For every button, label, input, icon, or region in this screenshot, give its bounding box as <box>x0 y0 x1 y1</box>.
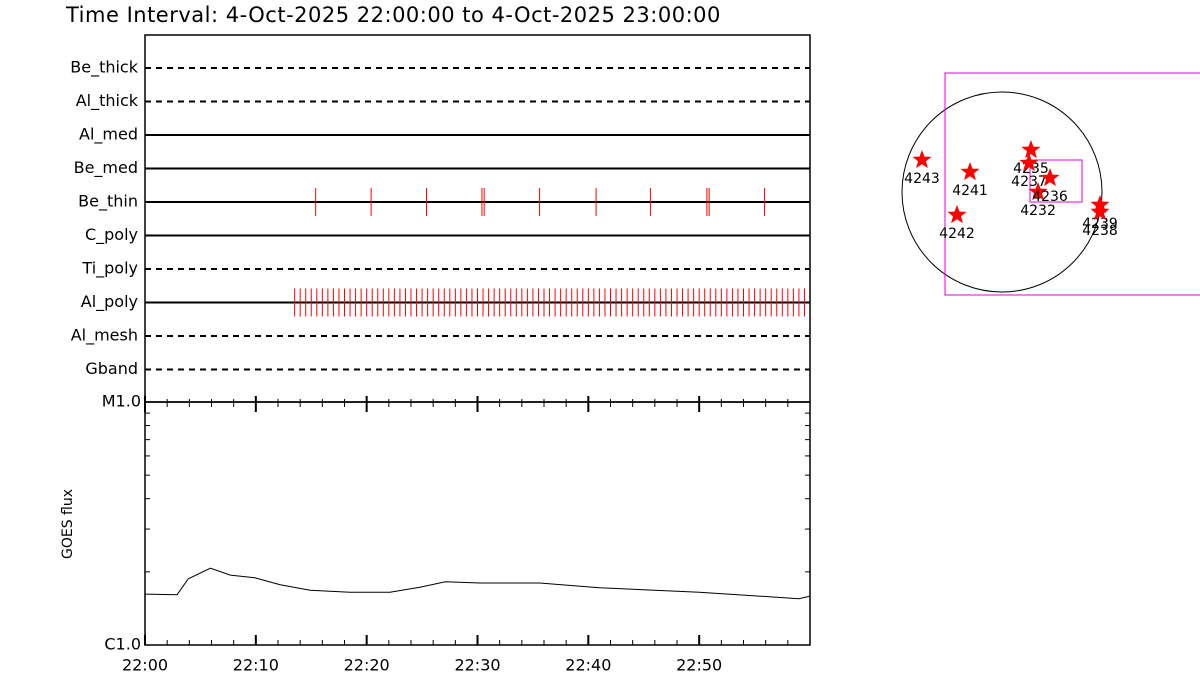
region-star <box>1019 153 1039 172</box>
region-label: 4239 <box>1082 216 1118 232</box>
row-label: Al_thick <box>76 91 139 111</box>
row-label: Ti_poly <box>81 259 138 279</box>
region-label: 4243 <box>904 171 940 187</box>
y-tick-label: C1.0 <box>104 635 141 654</box>
region-star <box>947 205 967 224</box>
y-axis-label: GOES flux <box>60 489 76 559</box>
x-tick-label: 22:00 <box>122 656 168 675</box>
region-star <box>1090 202 1110 221</box>
row-label: Al_med <box>79 125 138 145</box>
field-of-view <box>944 72 1200 296</box>
region-label: 4236 <box>1032 189 1068 205</box>
row-label: C_poly <box>85 225 138 245</box>
x-tick-label: 22:40 <box>565 656 611 675</box>
region-label: 4235 <box>1013 161 1049 177</box>
timeline-frame <box>144 34 811 403</box>
region-star <box>1021 140 1041 159</box>
region-label: 4232 <box>1020 203 1056 219</box>
x-tick-label: 22:30 <box>454 656 500 675</box>
row-label: Be_thin <box>78 192 138 212</box>
goes-flux-line <box>144 567 811 600</box>
y-tick-label: M1.0 <box>102 392 141 411</box>
row-label: Be_thick <box>70 58 138 78</box>
row-label: Gband <box>85 359 138 378</box>
row-label: Al_mesh <box>71 326 138 346</box>
region-star <box>960 162 980 181</box>
region-label: 4242 <box>939 226 975 242</box>
region-label: 4241 <box>952 183 988 199</box>
region-star <box>912 150 932 169</box>
chart-title: Time Interval: 4-Oct-2025 22:00:00 to 4-… <box>65 3 721 27</box>
goes-frame <box>144 401 811 646</box>
x-tick-label: 22:50 <box>676 656 722 675</box>
sub-field <box>1029 159 1083 203</box>
row-label: Be_med <box>74 158 138 178</box>
region-label: 4237 <box>1011 174 1047 190</box>
region-star <box>1028 182 1048 201</box>
row-label: Al_poly <box>81 292 138 312</box>
region-star <box>1040 168 1060 187</box>
solar-limb <box>901 91 1103 293</box>
x-tick-label: 22:20 <box>344 656 390 675</box>
x-tick-label: 22:10 <box>233 656 279 675</box>
region-label: 4238 <box>1082 223 1118 239</box>
